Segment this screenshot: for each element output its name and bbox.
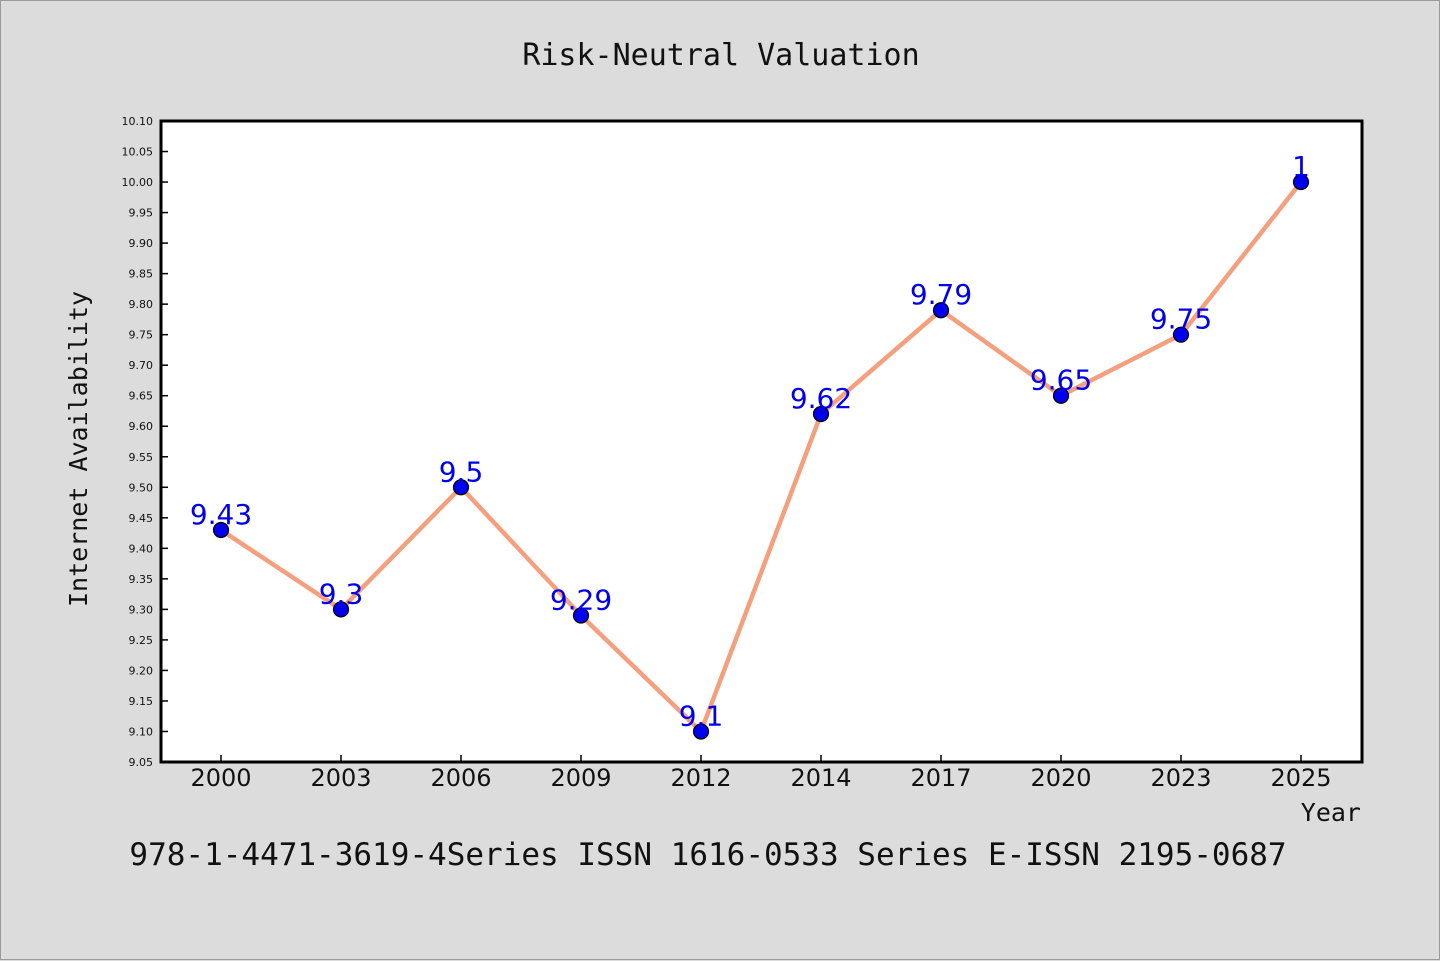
data-label: 9.3 [319, 577, 364, 610]
x-tick-label: 2025 [1270, 764, 1331, 792]
data-label: 9.75 [1150, 303, 1212, 336]
data-point [1052, 387, 1070, 404]
data-label: 9.43 [190, 498, 252, 531]
x-tick-label: 2003 [310, 764, 371, 792]
y-tick-label: 9.70 [129, 359, 154, 372]
data-label: 9.65 [1030, 364, 1092, 397]
x-tick-label: 2014 [790, 764, 851, 792]
series-layer [212, 173, 1310, 740]
y-tick-label: 9.45 [129, 512, 154, 525]
y-tick-label: 9.50 [129, 481, 154, 494]
data-label: 9.1 [679, 699, 724, 732]
data-point [1292, 173, 1310, 191]
data-point [932, 302, 950, 319]
x-tick-label: 2023 [1150, 764, 1211, 792]
y-tick-label: 9.75 [129, 329, 154, 342]
x-tick-label: 2012 [670, 764, 731, 792]
x-tick-label: 2000 [190, 764, 251, 792]
plot-area [159, 119, 1364, 764]
data-point [332, 601, 350, 618]
data-point [572, 607, 590, 624]
y-axis-title: Internet Availability [64, 291, 93, 607]
y-tick-label: 9.25 [129, 634, 154, 647]
data-label: 9.62 [790, 382, 852, 415]
y-tick-label: 9.30 [129, 603, 154, 616]
y-tick-label: 9.15 [129, 695, 154, 708]
y-tick-label: 9.40 [129, 542, 154, 555]
x-axis: 2000 2003 2006 2009 2012 2014 2017 2020 2023 2025 [190, 755, 1332, 792]
y-tick-label: 10.00 [122, 176, 154, 189]
y-tick-label: 9.90 [129, 237, 154, 250]
y-tick-label: 9.85 [129, 268, 154, 281]
data-point [452, 479, 470, 496]
data-labels: 9.43 9.3 9.5 9.29 9.1 9.62 9.79 9.65 9.75 1 [190, 150, 1310, 732]
y-tick-label: 9.60 [129, 420, 154, 433]
series-line [219, 180, 1303, 734]
y-tick-label: 9.35 [129, 573, 154, 586]
x-axis-title: Year [1301, 798, 1361, 827]
x-tick-label: 2009 [550, 764, 611, 792]
x-tick-label: 2017 [910, 764, 971, 792]
y-tick-label: 9.65 [129, 390, 154, 403]
x-tick-label: 2020 [1030, 764, 1091, 792]
data-label: 1 [1292, 150, 1310, 183]
y-tick-label: 10.05 [122, 146, 154, 159]
footer-isbn-text: 978-1-4471-3619-4Series ISSN 1616-0533 S… [129, 837, 1286, 873]
data-point [692, 723, 710, 740]
y-axis: 9.05 9.10 9.15 9.20 9.25 9.30 9.35 9.40 9.45 9.50… [122, 115, 168, 769]
y-tick-label: 10.10 [122, 115, 154, 128]
y-tick-label: 9.95 [129, 207, 154, 220]
data-label: 9.5 [439, 455, 484, 488]
y-tick-label: 9.05 [129, 756, 154, 769]
y-tick-label: 9.20 [129, 664, 154, 677]
y-tick-label: 9.80 [129, 298, 154, 311]
data-point [212, 521, 230, 539]
x-tick-label: 2006 [430, 764, 491, 792]
data-label: 9.79 [910, 278, 972, 311]
chart-title: Risk-Neutral Valuation [522, 38, 919, 73]
y-tick-label: 9.55 [129, 451, 154, 464]
data-point [1172, 326, 1190, 343]
data-point [812, 405, 830, 423]
data-label: 9.29 [550, 583, 612, 616]
y-tick-label: 9.10 [129, 725, 154, 738]
